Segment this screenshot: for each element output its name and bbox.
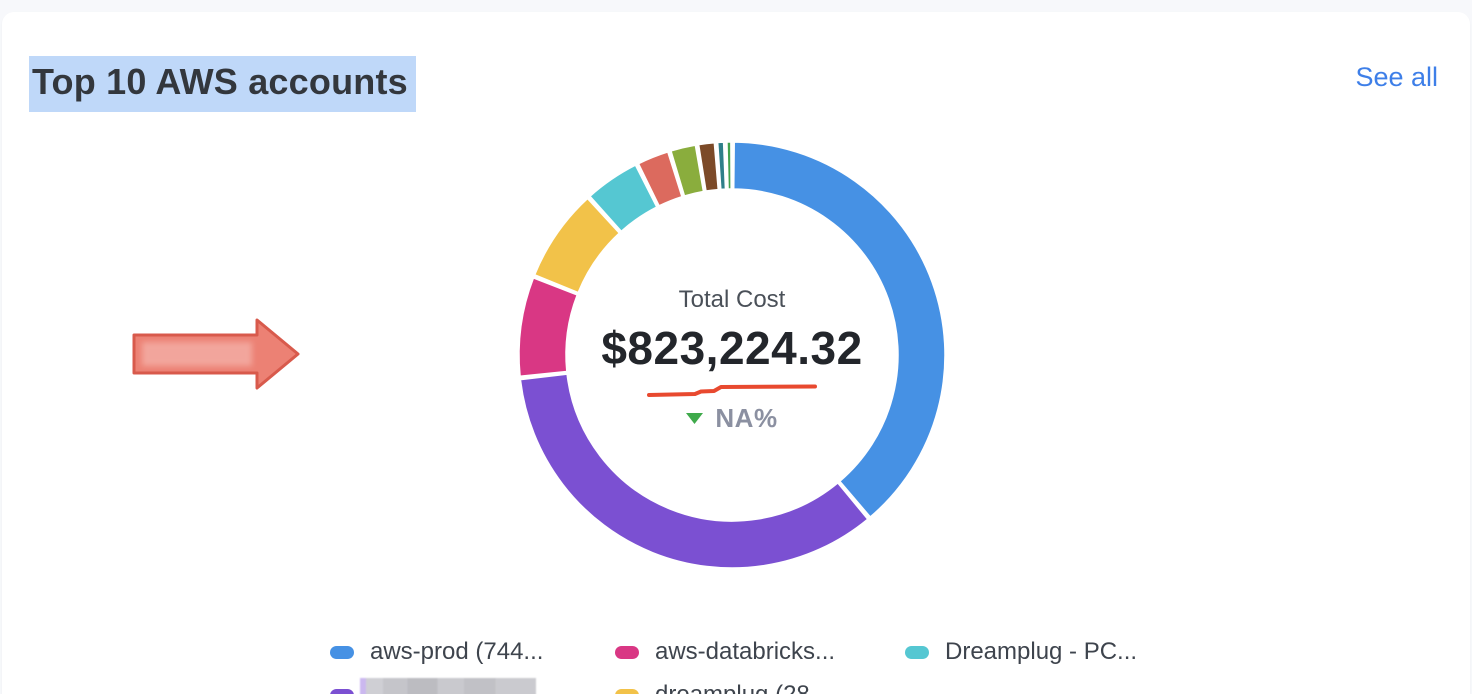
donut-center: Total Cost $823,224.32 NA%: [572, 286, 892, 434]
donut-slice-2[interactable]: [518, 276, 579, 378]
legend-item-aws-prod[interactable]: aws-prod (744...: [330, 638, 543, 666]
legend-label: dreamplug (28...: [655, 681, 830, 694]
total-cost-label: Total Cost: [678, 286, 786, 313]
redacted-label-blur: [360, 678, 536, 694]
delta-percent: NA%: [715, 403, 778, 433]
triangle-down-icon: [686, 413, 704, 424]
trend-sparkline-icon: [647, 384, 817, 397]
donut-slice-8[interactable]: [716, 141, 727, 191]
legend-item-dreamplug[interactable]: dreamplug (28...: [615, 681, 830, 694]
card-title: Top 10 AWS accounts: [29, 56, 416, 112]
donut-slice-6[interactable]: [670, 144, 705, 197]
blur-lavender-strip: [360, 678, 366, 694]
total-cost-value: $823,224.32: [601, 322, 863, 374]
legend-item-aws-databricks[interactable]: aws-databricks...: [615, 638, 835, 666]
donut-slice-1[interactable]: [519, 373, 869, 569]
legend-dot-yellow: [615, 688, 639, 694]
legend-dot-pink: [615, 645, 639, 659]
donut-slice-7[interactable]: [697, 141, 720, 192]
legend-label: aws-prod (744...: [370, 638, 544, 665]
donut-slice-9[interactable]: [726, 141, 732, 190]
see-all-link[interactable]: See all: [1355, 62, 1438, 92]
legend-dot-purple: [330, 688, 354, 694]
red-arrow-annotation-icon: [132, 318, 300, 390]
donut-slice-5[interactable]: [637, 150, 683, 207]
donut-slice-0[interactable]: [732, 141, 946, 519]
arrow-inner-blur: [142, 342, 252, 366]
legend-dot-blue: [330, 645, 354, 659]
legend-label: aws-databricks...: [655, 638, 836, 665]
legend-label: Dreamplug - PC...: [945, 638, 1138, 665]
donut-slice-3[interactable]: [533, 197, 621, 294]
donut-slice-4[interactable]: [588, 164, 658, 233]
card-title-wrap: Top 10 AWS accounts: [29, 56, 416, 112]
legend-item-redacted[interactable]: [330, 678, 536, 694]
delta-row: NA%: [572, 403, 892, 434]
legend-dot-teal: [905, 645, 929, 659]
legend-item-dreamplug-pc[interactable]: Dreamplug - PC...: [905, 638, 1137, 666]
top-accounts-card: Top 10 AWS accounts See all Total Cost $…: [2, 12, 1470, 694]
donut-chart-svg[interactable]: [512, 135, 952, 575]
